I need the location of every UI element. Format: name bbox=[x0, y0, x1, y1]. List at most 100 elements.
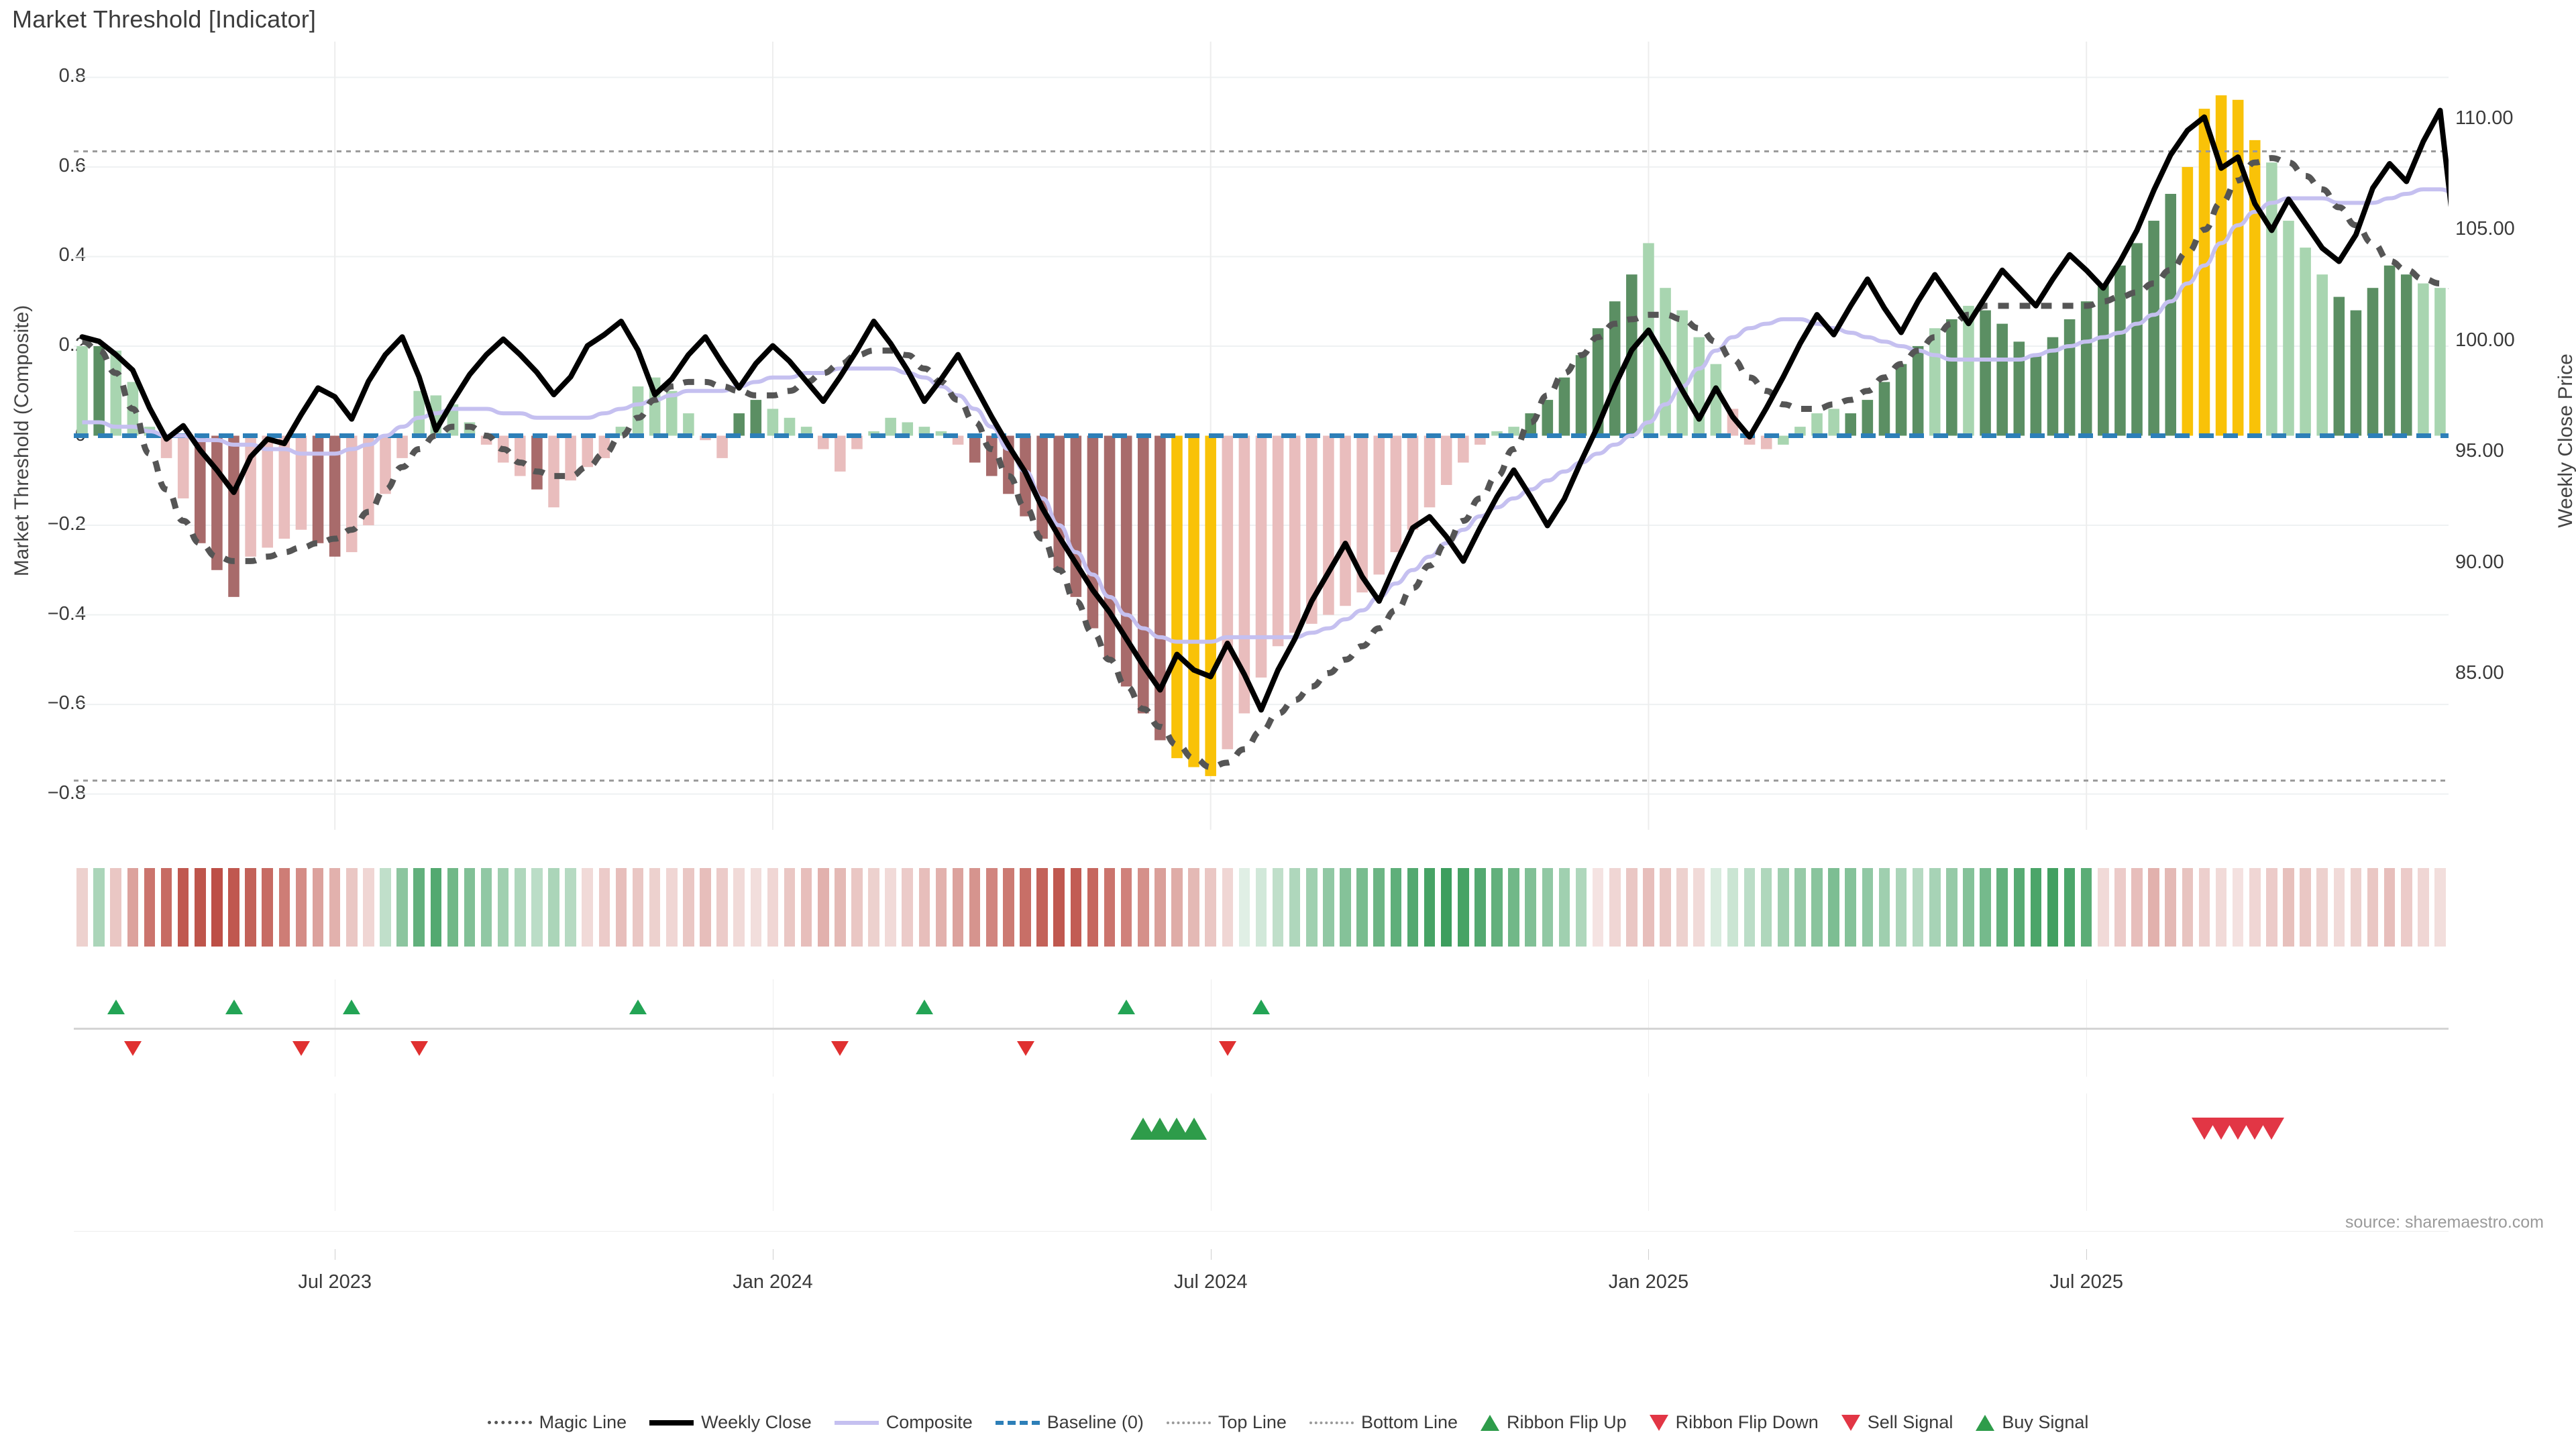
ribbon-cell bbox=[1205, 868, 1216, 947]
triangle-down-icon bbox=[1649, 1414, 1668, 1431]
ribbon-cell bbox=[1440, 868, 1452, 947]
ribbon-flip-up-marker bbox=[343, 1000, 361, 1014]
y-tick-right: 110.00 bbox=[2455, 107, 2514, 129]
histogram-bar bbox=[93, 345, 105, 436]
ribbon-cell bbox=[598, 868, 610, 947]
histogram-bar bbox=[195, 435, 206, 543]
ribbon-cell bbox=[1660, 868, 1671, 947]
histogram-bar bbox=[345, 435, 358, 553]
ribbon-flip-down-marker bbox=[831, 1041, 849, 1056]
ribbon-cell bbox=[2182, 868, 2194, 947]
ribbon-cell bbox=[582, 868, 594, 947]
ribbon-cell bbox=[2165, 868, 2177, 947]
histogram-bar bbox=[885, 417, 896, 436]
histogram-bar bbox=[1238, 435, 1250, 714]
ribbon-cell bbox=[1778, 868, 1789, 947]
ribbon-cell bbox=[2249, 868, 2261, 947]
flip-panel-divider bbox=[74, 1028, 2449, 1030]
legend-item[interactable]: Composite bbox=[834, 1412, 973, 1433]
ribbon-cell bbox=[1272, 868, 1284, 947]
ribbon-cell bbox=[1760, 868, 1772, 947]
ribbon-cell bbox=[363, 868, 374, 947]
histogram-bar bbox=[2114, 265, 2126, 436]
ribbon-cell bbox=[515, 868, 526, 947]
legend-label: Ribbon Flip Down bbox=[1675, 1412, 1819, 1432]
histogram-bar bbox=[1862, 400, 1874, 436]
legend-item[interactable]: Buy Signal bbox=[1976, 1412, 2088, 1433]
ribbon-cell bbox=[1609, 868, 1621, 947]
ribbon-cell bbox=[918, 868, 930, 947]
legend-line-swatch bbox=[1166, 1421, 1211, 1424]
ribbon-cell bbox=[1036, 868, 1048, 947]
legend-item[interactable]: Weekly Close bbox=[649, 1412, 812, 1433]
magic-line bbox=[81, 155, 2457, 771]
ribbon-cell bbox=[2114, 868, 2126, 947]
ribbon-cell bbox=[1407, 868, 1419, 947]
legend-item[interactable]: Top Line bbox=[1166, 1412, 1287, 1433]
histogram-bar bbox=[211, 435, 223, 570]
ribbon-cell bbox=[1946, 868, 1957, 947]
ribbon-cell bbox=[868, 868, 879, 947]
histogram-bar bbox=[177, 435, 189, 498]
ribbon-flip-panel bbox=[74, 979, 2449, 1077]
chart-legend: Magic Line Weekly Close Composite Baseline … bbox=[0, 1412, 2576, 1433]
y-axis-right-label: Weekly Close Price bbox=[2555, 354, 2576, 528]
ribbon-cell bbox=[1222, 868, 1234, 947]
legend-item[interactable]: Ribbon Flip Up bbox=[1481, 1412, 1627, 1433]
histogram-bar bbox=[598, 435, 610, 458]
histogram-bar bbox=[2131, 243, 2143, 436]
histogram-bar bbox=[2215, 95, 2227, 436]
ribbon-cell bbox=[1710, 868, 1722, 947]
histogram-bar bbox=[902, 422, 914, 436]
ribbon-cell bbox=[750, 868, 762, 947]
histogram-bar bbox=[935, 431, 947, 436]
ribbon-cell bbox=[127, 868, 139, 947]
x-tick-label: Jul 2024 bbox=[1173, 1271, 1248, 1293]
ribbon-cell bbox=[683, 868, 694, 947]
ribbon-cell bbox=[1575, 868, 1587, 947]
ribbon-flip-up-marker bbox=[629, 1000, 647, 1014]
ribbon-cell bbox=[312, 868, 324, 947]
histogram-bar bbox=[1592, 328, 1604, 436]
y-tick-left: 0.6 bbox=[58, 154, 86, 176]
triangle-up-icon bbox=[1976, 1414, 1995, 1431]
histogram-bar bbox=[548, 435, 559, 508]
legend-item[interactable]: Ribbon Flip Down bbox=[1649, 1412, 1819, 1433]
ribbon-cell bbox=[784, 868, 796, 947]
ribbon-cell bbox=[665, 868, 678, 947]
ribbon-cell bbox=[1693, 868, 1705, 947]
ribbon-cell bbox=[935, 868, 947, 947]
ribbon-cell bbox=[1457, 868, 1469, 947]
ribbon-cell bbox=[851, 868, 863, 947]
ribbon-cell bbox=[1424, 868, 1436, 947]
histogram-bar bbox=[716, 435, 728, 458]
histogram-bar bbox=[160, 435, 172, 458]
legend-item[interactable]: Sell Signal bbox=[1841, 1412, 1953, 1433]
ribbon-cell bbox=[2030, 868, 2042, 947]
histogram-bar bbox=[2030, 355, 2042, 436]
histogram-bar bbox=[1424, 435, 1436, 508]
histogram-bar bbox=[1946, 319, 1957, 436]
ribbon-flip-up-marker bbox=[915, 1000, 933, 1014]
gridline-vertical bbox=[2086, 1093, 2088, 1211]
ribbon-cell bbox=[2215, 868, 2227, 947]
legend-item[interactable]: Bottom Line bbox=[1309, 1412, 1458, 1433]
ribbon-cell bbox=[1963, 868, 1974, 947]
histogram-bar bbox=[1053, 435, 1065, 570]
ribbon-cell bbox=[1238, 868, 1250, 947]
ribbon-cell bbox=[1525, 868, 1536, 947]
histogram-bar bbox=[295, 435, 307, 530]
ribbon-cell bbox=[262, 868, 273, 947]
histogram-bar bbox=[1120, 435, 1132, 687]
histogram-bar bbox=[380, 435, 391, 494]
legend-item[interactable]: Baseline (0) bbox=[995, 1412, 1144, 1433]
histogram-bar bbox=[1929, 328, 1941, 436]
ribbon-cell bbox=[902, 868, 914, 947]
ribbon-flip-up-marker bbox=[1118, 1000, 1136, 1014]
ribbon-cell bbox=[1373, 868, 1385, 947]
ribbon-flip-down-marker bbox=[292, 1041, 310, 1056]
histogram-bar bbox=[2080, 301, 2092, 436]
ribbon-flip-up-marker bbox=[1252, 1000, 1270, 1014]
histogram-bar bbox=[396, 435, 408, 458]
legend-item[interactable]: Magic Line bbox=[487, 1412, 627, 1433]
